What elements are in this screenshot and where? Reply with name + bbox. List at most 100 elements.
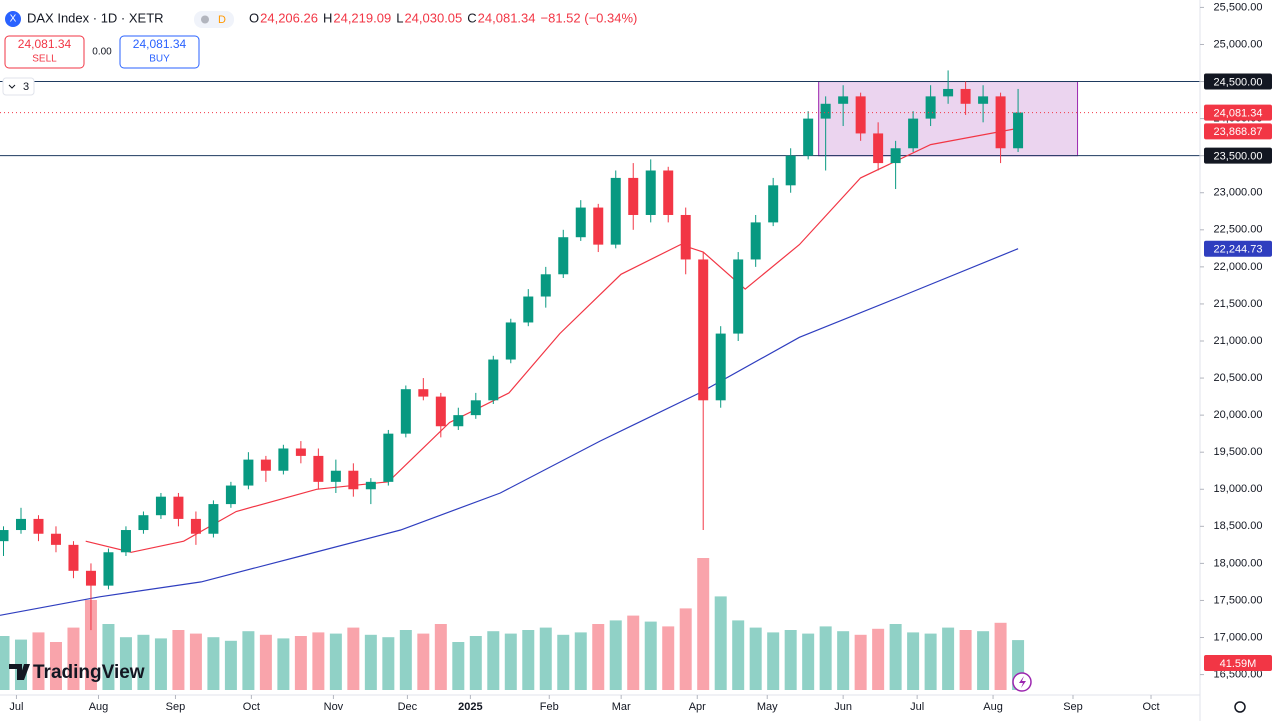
volume-bar bbox=[714, 596, 727, 690]
candle-body bbox=[243, 459, 254, 486]
candle-body bbox=[418, 389, 429, 397]
y-tick-label: 21,500.00 bbox=[1214, 298, 1263, 310]
moving-average bbox=[85, 127, 1019, 553]
volume-bar bbox=[539, 627, 552, 690]
candle-body bbox=[960, 88, 971, 104]
y-tick-label: 25,500.00 bbox=[1214, 1, 1263, 13]
candle-body bbox=[313, 455, 324, 482]
change: −81.52 (−0.34%) bbox=[541, 10, 638, 25]
volume-bar bbox=[329, 633, 342, 690]
candle-body bbox=[470, 400, 481, 416]
candle-body bbox=[558, 237, 569, 275]
candle-body bbox=[383, 433, 394, 482]
symbol-icon[interactable] bbox=[5, 11, 21, 27]
candle-body bbox=[85, 570, 96, 586]
candle-body bbox=[68, 544, 79, 571]
logo-mark bbox=[9, 664, 30, 680]
candle-body bbox=[103, 552, 114, 586]
candle-body bbox=[540, 274, 551, 297]
ohlc-key: H bbox=[323, 10, 332, 25]
volume-bar bbox=[942, 627, 955, 690]
candle-body bbox=[750, 222, 761, 260]
y-tick-label: 19,500.00 bbox=[1214, 446, 1263, 458]
volume-bar bbox=[277, 638, 290, 690]
volume-bar bbox=[749, 627, 762, 690]
volume-bar bbox=[49, 642, 62, 690]
status-badge-bg[interactable] bbox=[194, 11, 234, 28]
ohlc-key: O bbox=[249, 10, 259, 25]
candle-body bbox=[838, 96, 849, 104]
candle-body bbox=[33, 518, 44, 534]
volume-bar bbox=[67, 627, 80, 690]
x-tick-label: Aug bbox=[983, 701, 1003, 713]
price-tag bbox=[1204, 240, 1272, 257]
candle-body bbox=[925, 96, 936, 119]
candle-body bbox=[803, 118, 814, 156]
candle-body bbox=[908, 118, 919, 149]
volume-bar bbox=[382, 637, 395, 690]
candle-body bbox=[190, 518, 201, 534]
volume-bar bbox=[837, 631, 850, 690]
candle-body bbox=[523, 296, 534, 323]
volume-bar bbox=[819, 626, 832, 690]
price-tag-label: 24,081.34 bbox=[1214, 107, 1263, 119]
volume-bar bbox=[609, 620, 622, 690]
volume-bar bbox=[994, 622, 1007, 690]
price-tag-label: 22,244.73 bbox=[1214, 244, 1263, 256]
candle-body bbox=[330, 470, 341, 482]
candle-body bbox=[855, 96, 866, 134]
candle-body bbox=[575, 207, 586, 238]
volume-bar bbox=[679, 608, 692, 690]
buy-button[interactable] bbox=[119, 35, 200, 69]
candle-body bbox=[820, 103, 831, 119]
volume-bar bbox=[522, 630, 535, 690]
volume-bar bbox=[504, 633, 517, 690]
volume-bar bbox=[207, 637, 220, 690]
candle-body bbox=[155, 496, 166, 516]
candle-body bbox=[120, 530, 131, 553]
price-tag-label: 41.59M bbox=[1220, 658, 1257, 670]
indicators-toggle[interactable] bbox=[2, 77, 35, 96]
x-tick-label: Oct bbox=[243, 701, 260, 713]
volume-bar bbox=[312, 632, 325, 690]
x-tick-label: Jul bbox=[910, 701, 924, 713]
moving-average bbox=[0, 248, 1019, 616]
ohlc-legend: O 24,206.26 H 24,219.09 L 24,030.05 C 24,081.34… bbox=[249, 10, 637, 25]
symbol-icon-letter: X bbox=[10, 14, 17, 25]
price-tag bbox=[1204, 147, 1272, 164]
volume-bar bbox=[294, 636, 307, 690]
candle-body bbox=[698, 259, 709, 401]
x-tick-label: Oct bbox=[1142, 701, 1159, 713]
candle-body bbox=[15, 518, 26, 531]
x-tick-label: 2025 bbox=[458, 701, 482, 713]
volume-bar bbox=[907, 632, 920, 690]
volume-bar bbox=[697, 558, 710, 690]
volume-bar bbox=[119, 637, 132, 690]
symbol-title[interactable]: DAX Index · 1D · XETR bbox=[27, 10, 164, 25]
volume-bar bbox=[767, 632, 780, 690]
candle-body bbox=[365, 481, 376, 490]
x-tick-label: Jul bbox=[9, 701, 23, 713]
x-tick-label: May bbox=[757, 701, 778, 713]
buy-label: BUY bbox=[149, 54, 170, 65]
candle-body bbox=[453, 415, 464, 427]
x-tick-label: Dec bbox=[398, 701, 418, 713]
buy-price: 24,081.34 bbox=[133, 37, 187, 51]
x-tick-label: Mar bbox=[612, 701, 631, 713]
candle-body bbox=[785, 155, 796, 186]
volume-bar bbox=[154, 638, 167, 690]
sell-price: 24,081.34 bbox=[18, 37, 72, 51]
settings-icon[interactable] bbox=[1234, 701, 1246, 713]
y-tick-label: 17,500.00 bbox=[1214, 594, 1263, 606]
volume-bar bbox=[854, 634, 867, 690]
candle-body bbox=[295, 448, 306, 456]
volume-bar bbox=[959, 630, 972, 690]
volume-bar bbox=[189, 633, 202, 690]
volume-bar bbox=[0, 636, 10, 690]
candle-body bbox=[628, 177, 639, 215]
sell-button[interactable] bbox=[4, 35, 85, 69]
candle-body bbox=[978, 96, 989, 104]
x-tick-label: Apr bbox=[689, 701, 706, 713]
y-tick-label: 25,000.00 bbox=[1214, 38, 1263, 50]
